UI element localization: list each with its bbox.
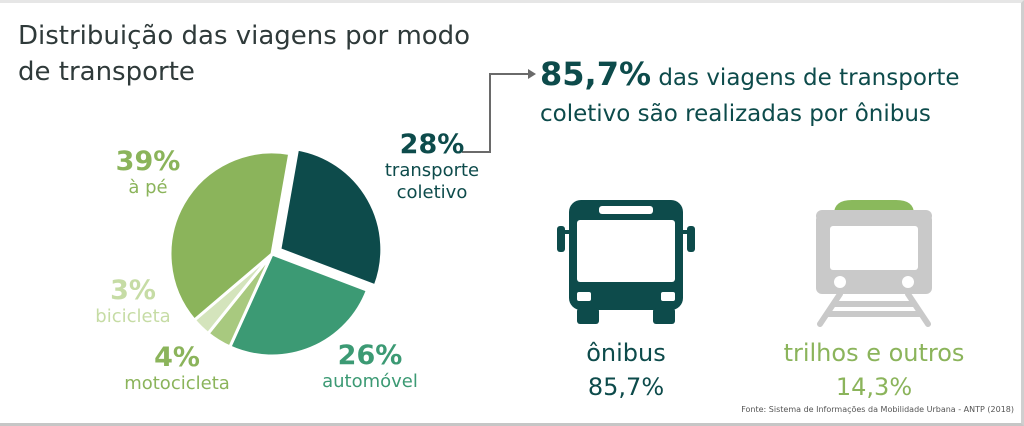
label-transporte-coletivo: 28% transporte coletivo xyxy=(372,130,492,204)
label-bicicleta-value: 3% xyxy=(110,275,156,306)
label-motocicleta: 4% motocicleta xyxy=(112,343,242,395)
label-motocicleta-value: 4% xyxy=(154,342,200,373)
label-motocicleta-name: motocicleta xyxy=(124,373,230,394)
pie-slice-a-pe xyxy=(168,150,292,323)
label-automovel-name: automóvel xyxy=(322,371,418,392)
pie-slice-transporte-coletivo xyxy=(278,148,384,288)
infographic-title: Distribuição das viagens por modo de tra… xyxy=(18,21,471,87)
label-a-pe-name: à pé xyxy=(128,177,168,198)
mode-onibus-name: ônibus xyxy=(586,339,666,367)
headline-text: das viagens de transporte coletivo são r… xyxy=(540,65,960,127)
headline: 85,7% das viagens de transporte coletivo… xyxy=(540,56,1010,132)
label-automovel: 26% automóvel xyxy=(310,341,430,393)
label-transporte-coletivo-name-1: transporte xyxy=(384,160,480,181)
source-note: Fonte: Sistema de Informações da Mobilid… xyxy=(741,405,1014,414)
headline-percentage: 85,7% xyxy=(540,55,652,93)
mode-onibus-value: 85,7% xyxy=(587,373,665,401)
mode-trilhos-value: 14,3% xyxy=(835,373,913,401)
label-bicicleta: 3% bicicleta xyxy=(78,276,188,328)
pie-chart xyxy=(168,148,384,358)
mode-trilhos-name: trilhos e outros xyxy=(783,339,965,367)
label-a-pe: 39% à pé xyxy=(98,147,198,199)
label-transporte-coletivo-name-2: coletivo xyxy=(396,182,468,203)
callout-arrow xyxy=(462,69,536,153)
label-automovel-value: 26% xyxy=(337,340,403,371)
pie-slice-automovel xyxy=(227,252,370,358)
label-bicicleta-name: bicicleta xyxy=(95,306,171,327)
label-transporte-coletivo-value: 28% xyxy=(399,129,465,160)
bus-icon xyxy=(557,200,695,324)
label-a-pe-value: 39% xyxy=(115,146,181,177)
train-icon xyxy=(816,200,932,327)
